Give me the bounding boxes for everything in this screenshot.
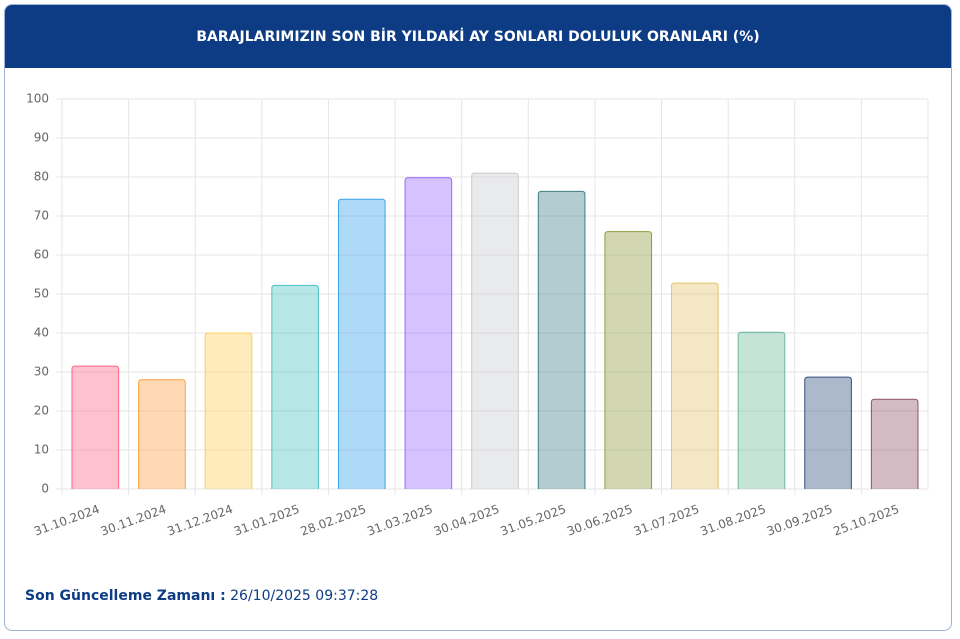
x-tick-label: 25.10.2025 — [832, 502, 901, 539]
y-tick-label: 40 — [34, 326, 49, 340]
footer-label: Son Güncelleme Zamanı : — [25, 588, 226, 604]
footer: Son Güncelleme Zamanı : 26/10/2025 09:37… — [25, 588, 378, 604]
y-tick-label: 10 — [34, 443, 49, 457]
y-tick-label: 100 — [26, 92, 49, 106]
x-tick-label: 31.10.2024 — [32, 502, 101, 539]
x-tick-label: 28.02.2025 — [299, 502, 368, 539]
bar — [204, 332, 253, 489]
x-tick-label: 30.06.2025 — [565, 502, 634, 539]
x-tick-label: 31.12.2024 — [165, 502, 234, 539]
x-tick-label: 31.08.2025 — [698, 502, 767, 539]
bar — [71, 365, 120, 489]
y-tick-label: 70 — [34, 209, 49, 223]
y-tick-label: 60 — [34, 248, 49, 262]
x-tick-label: 31.03.2025 — [365, 502, 434, 539]
x-tick-label: 31.07.2025 — [632, 502, 701, 539]
x-tick-label: 30.04.2025 — [432, 502, 501, 539]
bar — [537, 190, 586, 489]
x-tick-label: 30.11.2024 — [99, 502, 168, 539]
y-tick-label: 50 — [34, 287, 49, 301]
y-tick-label: 20 — [34, 404, 49, 418]
bar — [138, 379, 186, 489]
bar — [404, 177, 453, 489]
bar — [337, 198, 386, 489]
bar — [737, 331, 786, 489]
bar — [271, 284, 319, 489]
bar — [671, 282, 719, 489]
bar — [870, 398, 919, 489]
header: BARAJLARIMIZIN SON BİR YILDAKİ AY SONLAR… — [5, 5, 951, 68]
x-tick-label: 31.01.2025 — [232, 502, 301, 539]
y-tick-label: 80 — [34, 170, 49, 184]
chart: 0 10 20 30 40 50 60 70 80 90 100 31.10.202430.11.20… — [26, 92, 929, 539]
chart-title: BARAJLARIMIZIN SON BİR YILDAKİ AY SONLAR… — [196, 28, 760, 45]
bar — [471, 172, 519, 489]
card: BARAJLARIMIZIN SON BİR YILDAKİ AY SONLAR… — [4, 4, 952, 631]
bar — [804, 376, 852, 489]
y-tick-label: 30 — [34, 365, 49, 379]
y-tick-label: 0 — [41, 482, 49, 496]
footer-value: 26/10/2025 09:37:28 — [230, 588, 379, 604]
y-tick-label: 90 — [34, 131, 49, 145]
x-tick-label: 31.05.2025 — [498, 502, 567, 539]
x-tick-label: 30.09.2025 — [765, 502, 834, 539]
bar — [604, 231, 653, 489]
